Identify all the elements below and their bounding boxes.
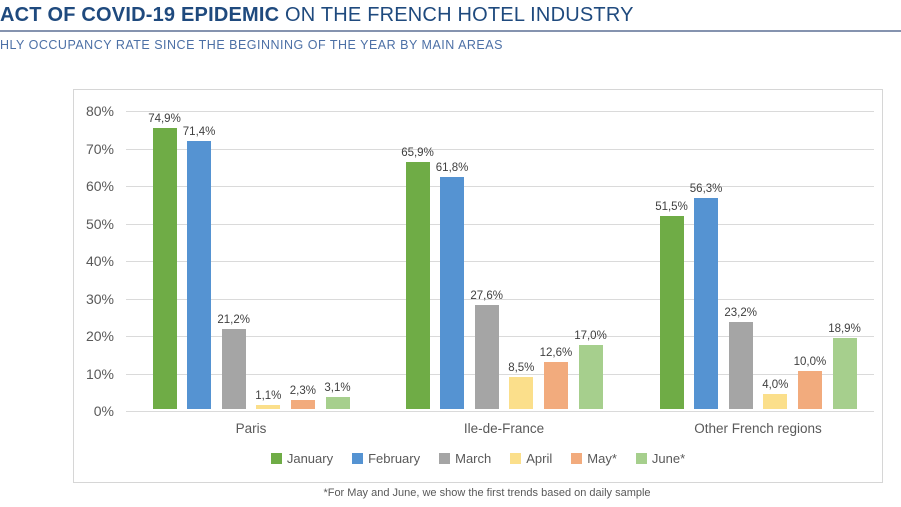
y-axis-tick-label: 70% bbox=[85, 140, 114, 157]
bar-march-1 bbox=[474, 305, 499, 409]
legend-swatch-icon bbox=[270, 453, 282, 464]
legend-item-march: March bbox=[439, 451, 491, 466]
legend-label: June* bbox=[651, 451, 686, 466]
bar-value-label: 3,1% bbox=[324, 382, 351, 394]
x-axis-category-label: Ile-de-France bbox=[463, 421, 545, 436]
bar-january-2 bbox=[659, 216, 684, 409]
chart-legend: January February March April May* June* bbox=[74, 451, 882, 466]
bar-june-0 bbox=[325, 397, 350, 409]
legend-item-february: February bbox=[352, 451, 420, 466]
legend-item-may: May* bbox=[571, 451, 617, 466]
y-axis-tick-label: 10% bbox=[85, 365, 114, 382]
y-axis-tick-label: 20% bbox=[85, 328, 114, 344]
bar-value-label: 1,1% bbox=[255, 390, 282, 402]
legend-item-april: April bbox=[510, 451, 552, 466]
bar-value-label: 18,9% bbox=[828, 323, 861, 335]
bar-february-0 bbox=[187, 141, 212, 409]
bar-value-label: 51,5% bbox=[655, 201, 688, 213]
bar-value-label: 71,4% bbox=[182, 126, 216, 138]
y-axis-tick-label: 80% bbox=[85, 103, 114, 119]
legend-swatch-icon bbox=[571, 453, 583, 464]
bar-february-2 bbox=[694, 198, 719, 409]
y-axis-tick-label: 60% bbox=[85, 178, 114, 194]
y-axis-tick-label: 50% bbox=[85, 215, 114, 232]
legend-label: January bbox=[286, 451, 334, 466]
bar-march-0 bbox=[221, 329, 246, 409]
bar-value-label: 23,2% bbox=[724, 307, 757, 319]
legend-swatch-icon bbox=[510, 453, 522, 464]
gridline bbox=[126, 261, 874, 262]
legend-label: March bbox=[455, 451, 492, 466]
bar-value-label: 12,6% bbox=[539, 347, 573, 359]
bar-value-label: 21,2% bbox=[217, 314, 250, 326]
bar-value-label: 2,3% bbox=[289, 385, 316, 397]
bar-value-label: 10,0% bbox=[793, 356, 827, 368]
gridline bbox=[126, 223, 874, 225]
title-divider bbox=[0, 30, 901, 32]
bar-march-2 bbox=[728, 322, 753, 409]
y-axis-tick-label: 0% bbox=[93, 403, 114, 419]
legend-label: May* bbox=[587, 451, 617, 466]
y-axis-tick-label: 40% bbox=[85, 253, 114, 269]
bar-may-2 bbox=[797, 371, 822, 409]
bar-april-2 bbox=[763, 394, 788, 409]
legend-item-june: June* bbox=[635, 451, 686, 466]
legend-item-january: January bbox=[270, 451, 334, 466]
bar-january-0 bbox=[152, 128, 177, 409]
bar-value-label: 56,3% bbox=[689, 183, 723, 195]
x-axis-category-label: Other French regions bbox=[694, 421, 822, 436]
bar-value-label: 4,0% bbox=[762, 379, 789, 391]
bar-value-label: 8,5% bbox=[508, 362, 535, 374]
gridline bbox=[126, 336, 874, 337]
gridline bbox=[126, 373, 874, 375]
chart-footnote: *For May and June, we show the first tre… bbox=[323, 487, 651, 499]
legend-swatch-icon bbox=[635, 453, 647, 464]
page-title-rest: ON THE FRENCH HOTEL INDUSTRY bbox=[279, 4, 634, 26]
gridline bbox=[126, 411, 874, 412]
gridline bbox=[126, 186, 874, 187]
bar-may-1 bbox=[543, 362, 568, 409]
legend-swatch-icon bbox=[439, 453, 451, 464]
bar-may-0 bbox=[290, 400, 315, 409]
bar-value-label: 65,9% bbox=[401, 147, 434, 159]
legend-label: February bbox=[368, 451, 421, 466]
bar-value-label: 74,9% bbox=[148, 113, 181, 125]
bar-january-1 bbox=[405, 162, 430, 409]
bar-february-1 bbox=[440, 177, 465, 409]
gridline bbox=[126, 148, 874, 150]
y-axis-tick-label: 30% bbox=[85, 290, 114, 307]
bar-june-1 bbox=[578, 345, 603, 409]
gridline bbox=[126, 298, 874, 300]
page-title: ACT OF COVID-19 EPIDEMIC ON THE FRENCH H… bbox=[0, 4, 634, 27]
bar-value-label: 27,6% bbox=[470, 290, 503, 302]
bar-value-label: 61,8% bbox=[435, 162, 469, 174]
bar-june-2 bbox=[832, 338, 857, 409]
page-title-emphasis: ACT OF COVID-19 EPIDEMIC bbox=[0, 4, 280, 26]
chart-subtitle: HLY OCCUPANCY RATE SINCE THE BEGINNING O… bbox=[0, 38, 503, 52]
chart-panel: 80% 70% 60% 50% 40% 30% 20% 10% 0% 74,9% 71,4% 21,2… bbox=[73, 89, 883, 483]
legend-label: April bbox=[526, 451, 553, 466]
bar-april-0 bbox=[256, 405, 281, 409]
legend-swatch-icon bbox=[352, 453, 364, 464]
bar-april-1 bbox=[509, 377, 534, 409]
x-axis-category-label: Paris bbox=[235, 421, 267, 436]
gridline bbox=[126, 111, 874, 112]
bar-value-label: 17,0% bbox=[574, 330, 607, 342]
